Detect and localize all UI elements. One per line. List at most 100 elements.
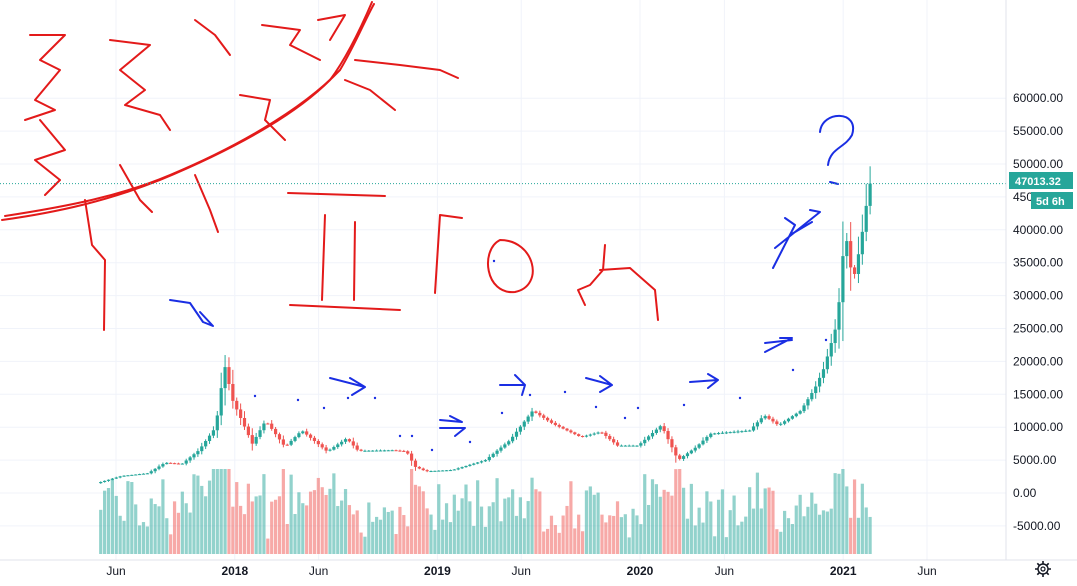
volume-bar (693, 525, 697, 554)
volume-bar (215, 469, 219, 554)
volume-bar (619, 517, 624, 554)
y-tick-label: 5000.00 (1013, 453, 1057, 467)
candle-body (417, 466, 421, 469)
candle-body (697, 444, 701, 448)
volume-bar (674, 469, 678, 554)
settings-gear-icon[interactable] (1035, 561, 1051, 577)
y-tick-label: 20000.00 (1013, 354, 1063, 368)
volume-bar (402, 515, 406, 554)
volume-bar (328, 488, 332, 554)
volume-bar (666, 491, 670, 554)
candle-body (441, 470, 445, 472)
candle-body (623, 445, 627, 447)
candle-body (678, 455, 682, 459)
volume-bar (211, 469, 216, 554)
volume-bar (837, 473, 841, 554)
candle-body (448, 470, 453, 472)
candle-body (705, 436, 709, 441)
volume-bar (849, 517, 853, 554)
candle-body (806, 399, 810, 406)
candle-body (468, 464, 472, 466)
candle-body (763, 416, 767, 419)
candle-body (231, 383, 235, 401)
candle-body (569, 430, 573, 433)
volume-bar (320, 487, 324, 554)
candle-body (99, 482, 103, 484)
volume-bar (188, 512, 192, 554)
volume-bar (134, 504, 138, 554)
y-tick-label: 10000.00 (1013, 420, 1063, 434)
candle-body (363, 450, 367, 452)
candle-body (526, 416, 530, 422)
candle-body (724, 432, 728, 434)
volume-bar (196, 475, 200, 554)
volume-bar (526, 501, 530, 554)
volume-bar (647, 504, 651, 554)
candle-body (845, 241, 849, 257)
candle-body (814, 386, 818, 394)
time-axis[interactable]: Jun 2018 Jun 2019 Jun 2020 Jun 2021 Jun (0, 559, 1077, 578)
volume-bar (417, 486, 421, 554)
volume-bar (709, 501, 713, 554)
volume-bar (810, 492, 814, 554)
volume-bar (759, 508, 763, 554)
volume-bar (118, 515, 122, 554)
volume-bar (347, 505, 352, 554)
candle-body (643, 439, 647, 444)
candle-body (860, 231, 864, 255)
volume-bar (852, 479, 857, 554)
candle-body (479, 461, 484, 463)
candle-body (390, 450, 394, 452)
candle-body (557, 424, 561, 427)
candle-body (716, 433, 721, 435)
y-tick-label: 40000.00 (1013, 223, 1063, 237)
volume-bar (153, 504, 157, 554)
volume-bar (336, 506, 340, 554)
volume-bar (643, 474, 647, 554)
candle-body (499, 447, 503, 451)
candle-body (305, 431, 309, 435)
volume-bar (740, 521, 744, 554)
candle-body (662, 426, 666, 432)
candle-body (460, 467, 464, 469)
y-tick-label: -5000.00 (1013, 519, 1061, 533)
countdown-badge (1031, 192, 1073, 209)
candle-body (868, 183, 872, 206)
candle-body (347, 439, 352, 442)
candle-body (258, 430, 262, 437)
volume-bar (841, 469, 845, 554)
last-price-tag[interactable]: 47013.32 5d 6h (1009, 172, 1073, 209)
volume-bar (771, 490, 775, 554)
volume-bar (122, 520, 126, 554)
candle-body (308, 434, 313, 438)
candle-body (666, 431, 670, 440)
candle-body (837, 302, 841, 330)
candle-body (755, 422, 760, 427)
volume-bar (553, 525, 557, 554)
candle-body (720, 432, 725, 434)
candle-body (693, 447, 697, 451)
volume-bar (231, 506, 235, 554)
x-tick-label: 2020 (627, 564, 654, 578)
volume-bar (829, 508, 833, 554)
volume-bar (301, 503, 305, 554)
volume-bar (242, 514, 247, 554)
candle-body (518, 426, 522, 432)
candle-body (491, 453, 495, 457)
volume-bar (161, 479, 165, 554)
volume-bar (860, 483, 864, 554)
volume-bar (514, 515, 519, 554)
candle-body (864, 205, 868, 232)
price-axis[interactable]: 60000.0055000.0050000.0045000.0040000.00… (1013, 91, 1063, 533)
candle-body (188, 457, 192, 461)
volume-bar (511, 489, 515, 554)
volume-bar (207, 480, 212, 554)
volume-bar (635, 515, 639, 554)
volume-bar (114, 495, 118, 554)
volume-bar (227, 469, 231, 554)
candle-body (134, 474, 138, 476)
candle-body (530, 411, 534, 417)
volume-bar (277, 496, 282, 554)
volume-bar (103, 490, 107, 554)
